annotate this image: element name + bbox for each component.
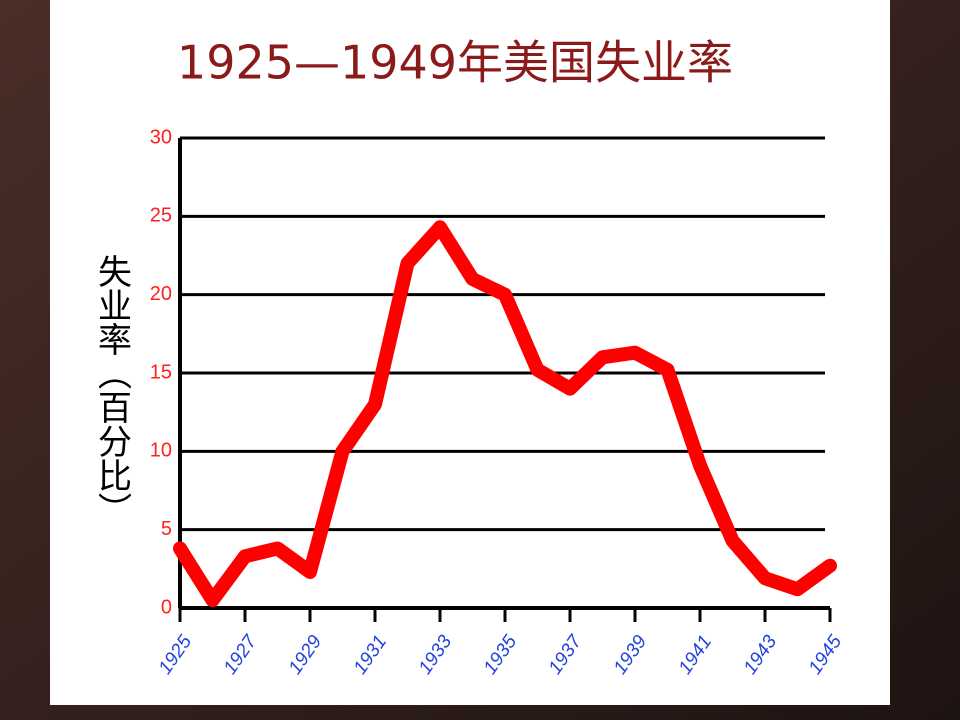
data-line: [173, 220, 837, 608]
y-tick-label: 5: [161, 518, 172, 540]
slide-panel: [50, 0, 890, 705]
y-tick-label: 30: [150, 126, 172, 148]
y-tick-label: 25: [150, 205, 172, 227]
y-tick-label: 0: [161, 596, 172, 618]
y-axis-label: 失业率（百分比）: [92, 254, 132, 526]
y-tick-label: 10: [150, 440, 172, 462]
y-tick-label: 20: [150, 283, 172, 305]
y-tick-label: 15: [150, 361, 172, 383]
chart-title: 1925—1949年美国失业率: [177, 36, 733, 90]
